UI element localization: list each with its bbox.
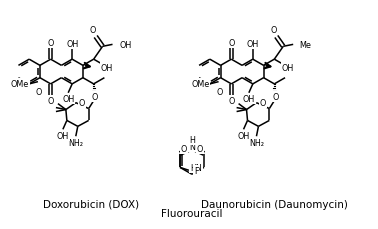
Text: O: O (217, 88, 223, 97)
Text: H: H (189, 136, 195, 144)
Text: O: O (272, 93, 279, 102)
Text: HN: HN (190, 163, 202, 172)
Text: O: O (259, 99, 266, 108)
Text: O: O (90, 26, 96, 35)
Text: F: F (194, 166, 198, 175)
Text: OH: OH (243, 95, 255, 104)
Text: OH: OH (62, 95, 74, 104)
Text: NH₂: NH₂ (68, 138, 83, 147)
Text: Me: Me (299, 41, 311, 50)
Text: OMe: OMe (11, 80, 29, 89)
Text: O: O (228, 39, 234, 48)
Text: Fluorouracil: Fluorouracil (161, 208, 223, 218)
Text: O: O (228, 97, 234, 106)
Text: O: O (270, 26, 277, 35)
Text: N: N (189, 142, 195, 151)
Text: NH₂: NH₂ (249, 138, 264, 147)
Text: Daunorubicin (Daunomycin): Daunorubicin (Daunomycin) (201, 199, 348, 209)
Text: OH: OH (66, 40, 78, 49)
Text: O: O (36, 88, 42, 97)
Text: O: O (181, 144, 187, 153)
Text: OH: OH (282, 63, 294, 73)
Text: OMe: OMe (191, 80, 210, 89)
Text: OH: OH (237, 131, 250, 140)
Text: OH: OH (247, 40, 259, 49)
Text: O: O (48, 97, 54, 106)
Text: Doxorubicin (DOX): Doxorubicin (DOX) (43, 199, 139, 209)
Text: OH: OH (101, 63, 113, 73)
Text: O: O (48, 39, 54, 48)
Text: O: O (91, 93, 98, 102)
Text: O: O (197, 144, 203, 153)
Text: OH: OH (57, 131, 69, 140)
Text: O: O (79, 99, 85, 108)
Text: OH: OH (119, 41, 132, 50)
